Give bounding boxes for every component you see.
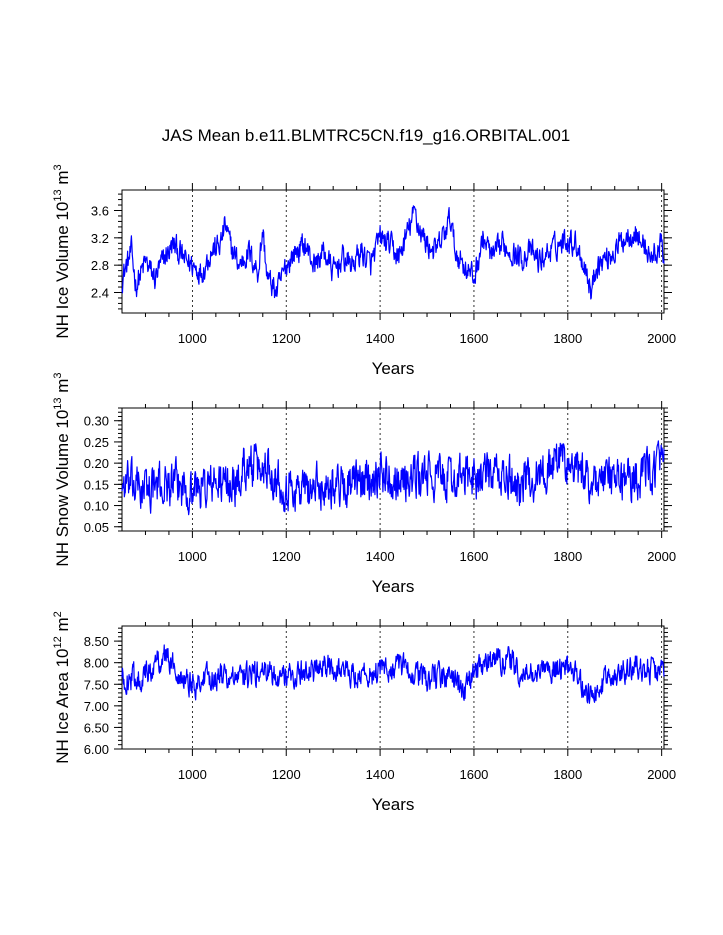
x-axis-label: Years [372,795,415,814]
y-tick-label: 7.50 [84,677,109,692]
y-tick-label: 0.30 [84,414,109,429]
y-tick-label: 0.20 [84,456,109,471]
x-tick-label: 1800 [553,331,582,346]
y-tick-label: 6.50 [84,720,109,735]
x-tick-label: 1600 [459,767,488,782]
x-tick-label: 2000 [647,767,676,782]
x-tick-label: 1200 [272,767,301,782]
series-line-snow-volume [121,440,665,516]
x-tick-label: 1200 [272,331,301,346]
figure-title: JAS Mean b.e11.BLMTRC5CN.f19_g16.ORBITAL… [162,126,571,145]
plot-frame [121,407,665,532]
y-tick-label: 6.00 [84,742,109,757]
x-tick-label: 2000 [647,549,676,564]
x-tick-label: 1400 [366,549,395,564]
x-tick-label: 1600 [459,549,488,564]
y-tick-label: 2.4 [91,286,109,301]
y-tick-label: 3.2 [91,231,109,246]
panel-ice-area: 1000 1200 1400 1600 1800 2000 6.00 6.50 7.00 7.50… [52,611,676,814]
y-tick-label: 0.25 [84,435,109,450]
y-tick-label: 0.15 [84,477,109,492]
y-tick-label: 0.10 [84,499,109,514]
y-axis-label: NH Ice Volume 1013 m3 [52,164,72,338]
x-tick-label: 1000 [178,549,207,564]
panel-ice-volume: 1000 1200 1400 1600 1800 2000 2.4 2.8 3.2 3.6 Year… [52,164,676,378]
series-line-ice-area [121,644,665,704]
y-axis-label: NH Snow Volume 1013 m3 [52,372,72,566]
y-tick-label: 8.00 [84,656,109,671]
series-line-ice-volume [121,205,665,300]
y-tick-label: 3.6 [91,204,109,219]
x-tick-label: 2000 [647,331,676,346]
y-tick-label: 8.50 [84,634,109,649]
x-tick-label: 1800 [553,549,582,564]
x-tick-label: 1000 [178,331,207,346]
x-axis-label: Years [372,577,415,596]
x-tick-label: 1600 [459,331,488,346]
plot-frame [121,625,665,750]
x-tick-label: 1400 [366,331,395,346]
panels: 1000 1200 1400 1600 1800 2000 2.4 2.8 3.2 3.6 Year… [52,164,676,814]
x-axis-label: Years [372,359,415,378]
x-tick-label: 1000 [178,767,207,782]
y-tick-label: 0.05 [84,520,109,535]
y-tick-label: 7.00 [84,699,109,714]
x-tick-label: 1400 [366,767,395,782]
x-tick-label: 1200 [272,549,301,564]
y-axis-label: NH Ice Area 1012 m2 [52,611,72,764]
x-tick-label: 1800 [553,767,582,782]
y-tick-label: 2.8 [91,258,109,273]
plot-frame [121,189,665,314]
panel-snow-volume: 1000 1200 1400 1600 1800 2000 0.05 0.10 0.15 0.20… [52,372,676,596]
